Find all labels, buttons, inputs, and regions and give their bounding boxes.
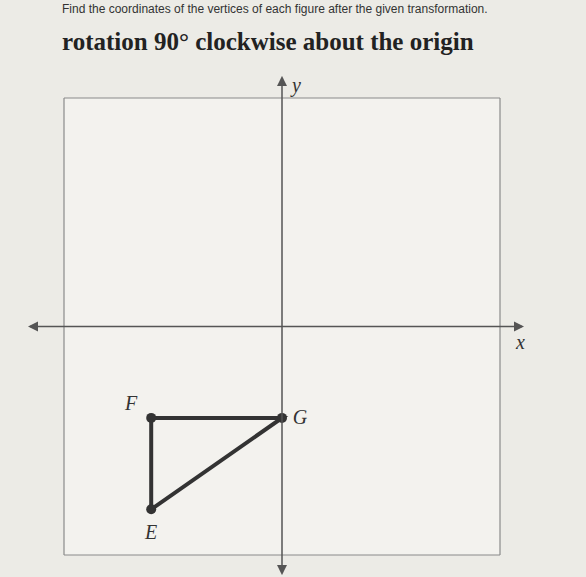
- svg-text:G: G: [293, 406, 308, 428]
- svg-text:E: E: [144, 521, 157, 543]
- html-text:rotation 90° clockwise about t: rotation 90° clockwise about the origin: [62, 28, 474, 55]
- svg-text:x: x: [515, 331, 525, 353]
- svg-text:y: y: [290, 74, 301, 97]
- html-text:Find the coordinates of the ve: Find the coordinates of the vertices of …: [62, 2, 488, 16]
- svg-text:F: F: [124, 392, 138, 414]
